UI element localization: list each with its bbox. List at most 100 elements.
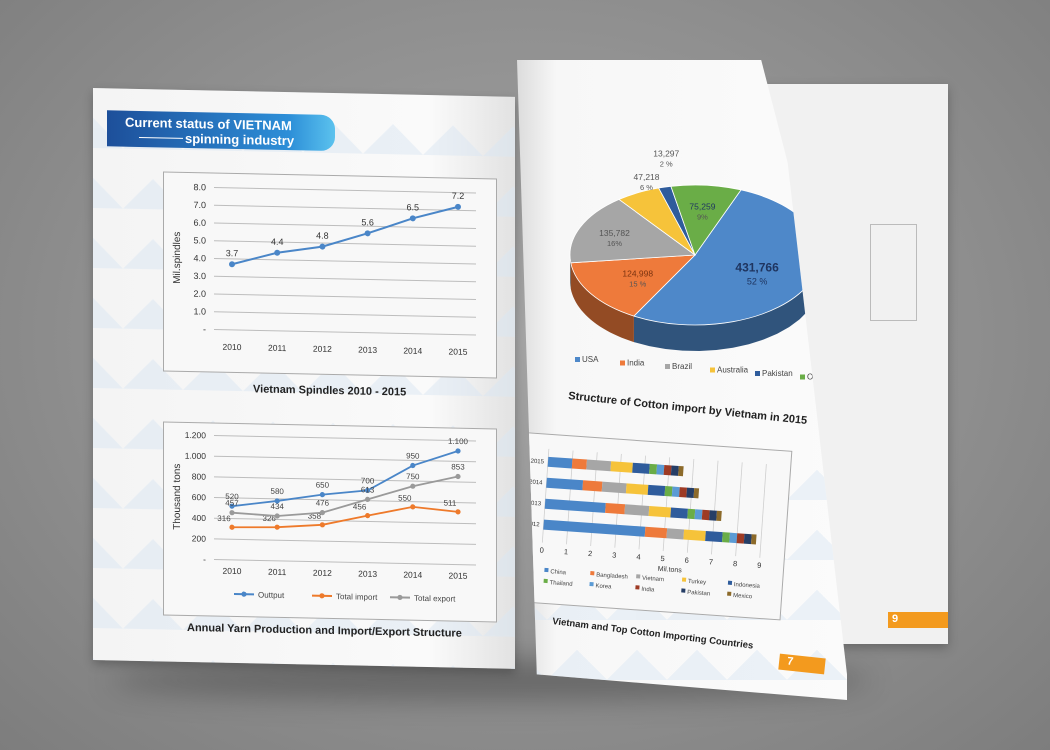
bar-segment-thailand <box>664 486 673 497</box>
bar-segment-india <box>736 533 745 544</box>
x-tick-label: 4 <box>636 552 641 561</box>
y-axis-label: Mil.spindles <box>172 232 183 284</box>
y-tick-label: 2.0 <box>193 289 206 299</box>
series-line <box>231 505 459 529</box>
x-tick-label: 5 <box>660 554 665 563</box>
bar-segment-mexico <box>693 488 700 499</box>
pie-value-label: 75,259 <box>689 202 715 212</box>
y-tick-label: 400 <box>192 513 206 523</box>
importers-chart-frame: 0 1 2 3 4 5 6 7 8 9 Mil.tons 2015 2014 2013 2012 China B… <box>517 432 793 621</box>
data-point <box>364 230 371 237</box>
bar-segment-indonesia <box>632 462 650 474</box>
data-point <box>455 203 461 210</box>
bar-segment-thailand <box>649 463 658 475</box>
gridline <box>214 455 476 463</box>
bar-segment-china <box>546 477 584 491</box>
data-label: 476 <box>316 498 330 507</box>
pie-value-label: 431,766 <box>735 261 779 275</box>
data-point <box>319 492 325 498</box>
data-point <box>229 503 235 509</box>
data-label: 700 <box>361 476 375 485</box>
data-point <box>455 448 461 454</box>
page-number-7-label: 7 <box>786 655 794 669</box>
legend-swatch <box>544 567 549 573</box>
x-tick-label: 2011 <box>268 343 287 353</box>
legend-swatch <box>590 571 595 576</box>
data-label: 750 <box>406 472 420 481</box>
title-rule <box>139 136 183 139</box>
legend-label: Turkey <box>688 579 706 586</box>
data-label: 4.4 <box>271 237 284 247</box>
legend-label: Pakistan <box>687 590 710 598</box>
y-axis-label: Thousand tons <box>172 464 183 530</box>
data-label: 950 <box>406 451 420 460</box>
gridline <box>214 329 476 336</box>
left-page: Current status of VIETNAM spinning indus… <box>93 88 515 669</box>
legend-swatch <box>620 360 625 366</box>
gridline <box>214 293 476 301</box>
pie-percent-label: 6 % <box>640 183 653 192</box>
data-point <box>274 249 281 256</box>
data-label: 434 <box>271 502 285 511</box>
legend-swatch <box>575 357 580 362</box>
y-tick-label: 5.0 <box>193 235 206 245</box>
pie-percent-label: 52 % <box>747 277 768 287</box>
legend-label: Korea <box>595 583 612 590</box>
legend-marker <box>319 593 325 599</box>
pie-value-label: 47,218 <box>634 172 660 182</box>
x-tick-label: 2015 <box>449 346 468 356</box>
x-tick-label: 6 <box>684 556 689 565</box>
data-label: 520 <box>225 492 239 501</box>
x-tick-label: 2012 <box>313 568 332 578</box>
series-line <box>231 450 459 508</box>
x-tick-label: 2010 <box>223 342 242 352</box>
section-title-line2: spinning industry <box>185 130 295 149</box>
legend-swatch <box>681 588 686 593</box>
y-tick-label: 2015 <box>530 459 544 466</box>
legend-swatch <box>589 582 594 587</box>
data-point <box>365 496 371 503</box>
x-tick-label: 2014 <box>403 570 422 580</box>
y-tick-label: - <box>203 324 206 334</box>
legend-label: India <box>627 359 645 368</box>
x-tick-label: 2015 <box>449 570 468 580</box>
bar-segment-indonesia <box>705 530 723 543</box>
y-tick-label: 800 <box>192 471 206 481</box>
y-tick-label: 1.0 <box>193 306 206 316</box>
bar-segment-turkey <box>610 461 633 473</box>
legend-label: Indonesia <box>734 582 761 590</box>
x-tick-label: 2014 <box>403 346 422 356</box>
x-tick-label: 8 <box>733 559 738 568</box>
bar-segment-mexico <box>751 534 757 545</box>
x-tick-label: 2012 <box>313 344 332 354</box>
bar-segment-vietnam <box>586 459 612 472</box>
y-tick-label: 2012 <box>526 521 540 528</box>
pie-slice-others <box>670 184 742 256</box>
gridline <box>759 464 767 558</box>
page-number-9-label: 9 <box>892 613 899 625</box>
data-label: 326 <box>263 514 277 523</box>
spindles-chart: 8.0 7.0 6.0 5.0 4.0 3.0 2.0 1.0 - 2010 2011 2012 201… <box>172 182 476 357</box>
legend-swatch <box>800 374 805 380</box>
legend-swatch <box>727 591 732 596</box>
y-tick-label: 6.0 <box>193 218 206 228</box>
data-point <box>319 243 326 250</box>
legend-swatch <box>636 574 641 579</box>
pie-slice-india <box>570 254 697 317</box>
data-label: 1.100 <box>448 437 469 446</box>
y-tick-label: 2014 <box>529 480 543 487</box>
data-point <box>455 473 461 480</box>
data-label: 580 <box>271 487 285 496</box>
legend-swatch <box>755 371 760 376</box>
legend-label: USA <box>582 355 599 364</box>
series-line <box>231 205 459 266</box>
bar-segment-korea <box>671 486 680 498</box>
data-label: 650 <box>316 480 330 489</box>
bar-segment-mexico <box>678 465 684 477</box>
bar-segment-india <box>701 509 710 521</box>
bar-segment-korea <box>694 509 703 520</box>
gridline <box>214 435 476 442</box>
gridline <box>214 275 476 283</box>
data-point <box>229 510 235 516</box>
bar-segment-indonesia <box>670 507 688 519</box>
